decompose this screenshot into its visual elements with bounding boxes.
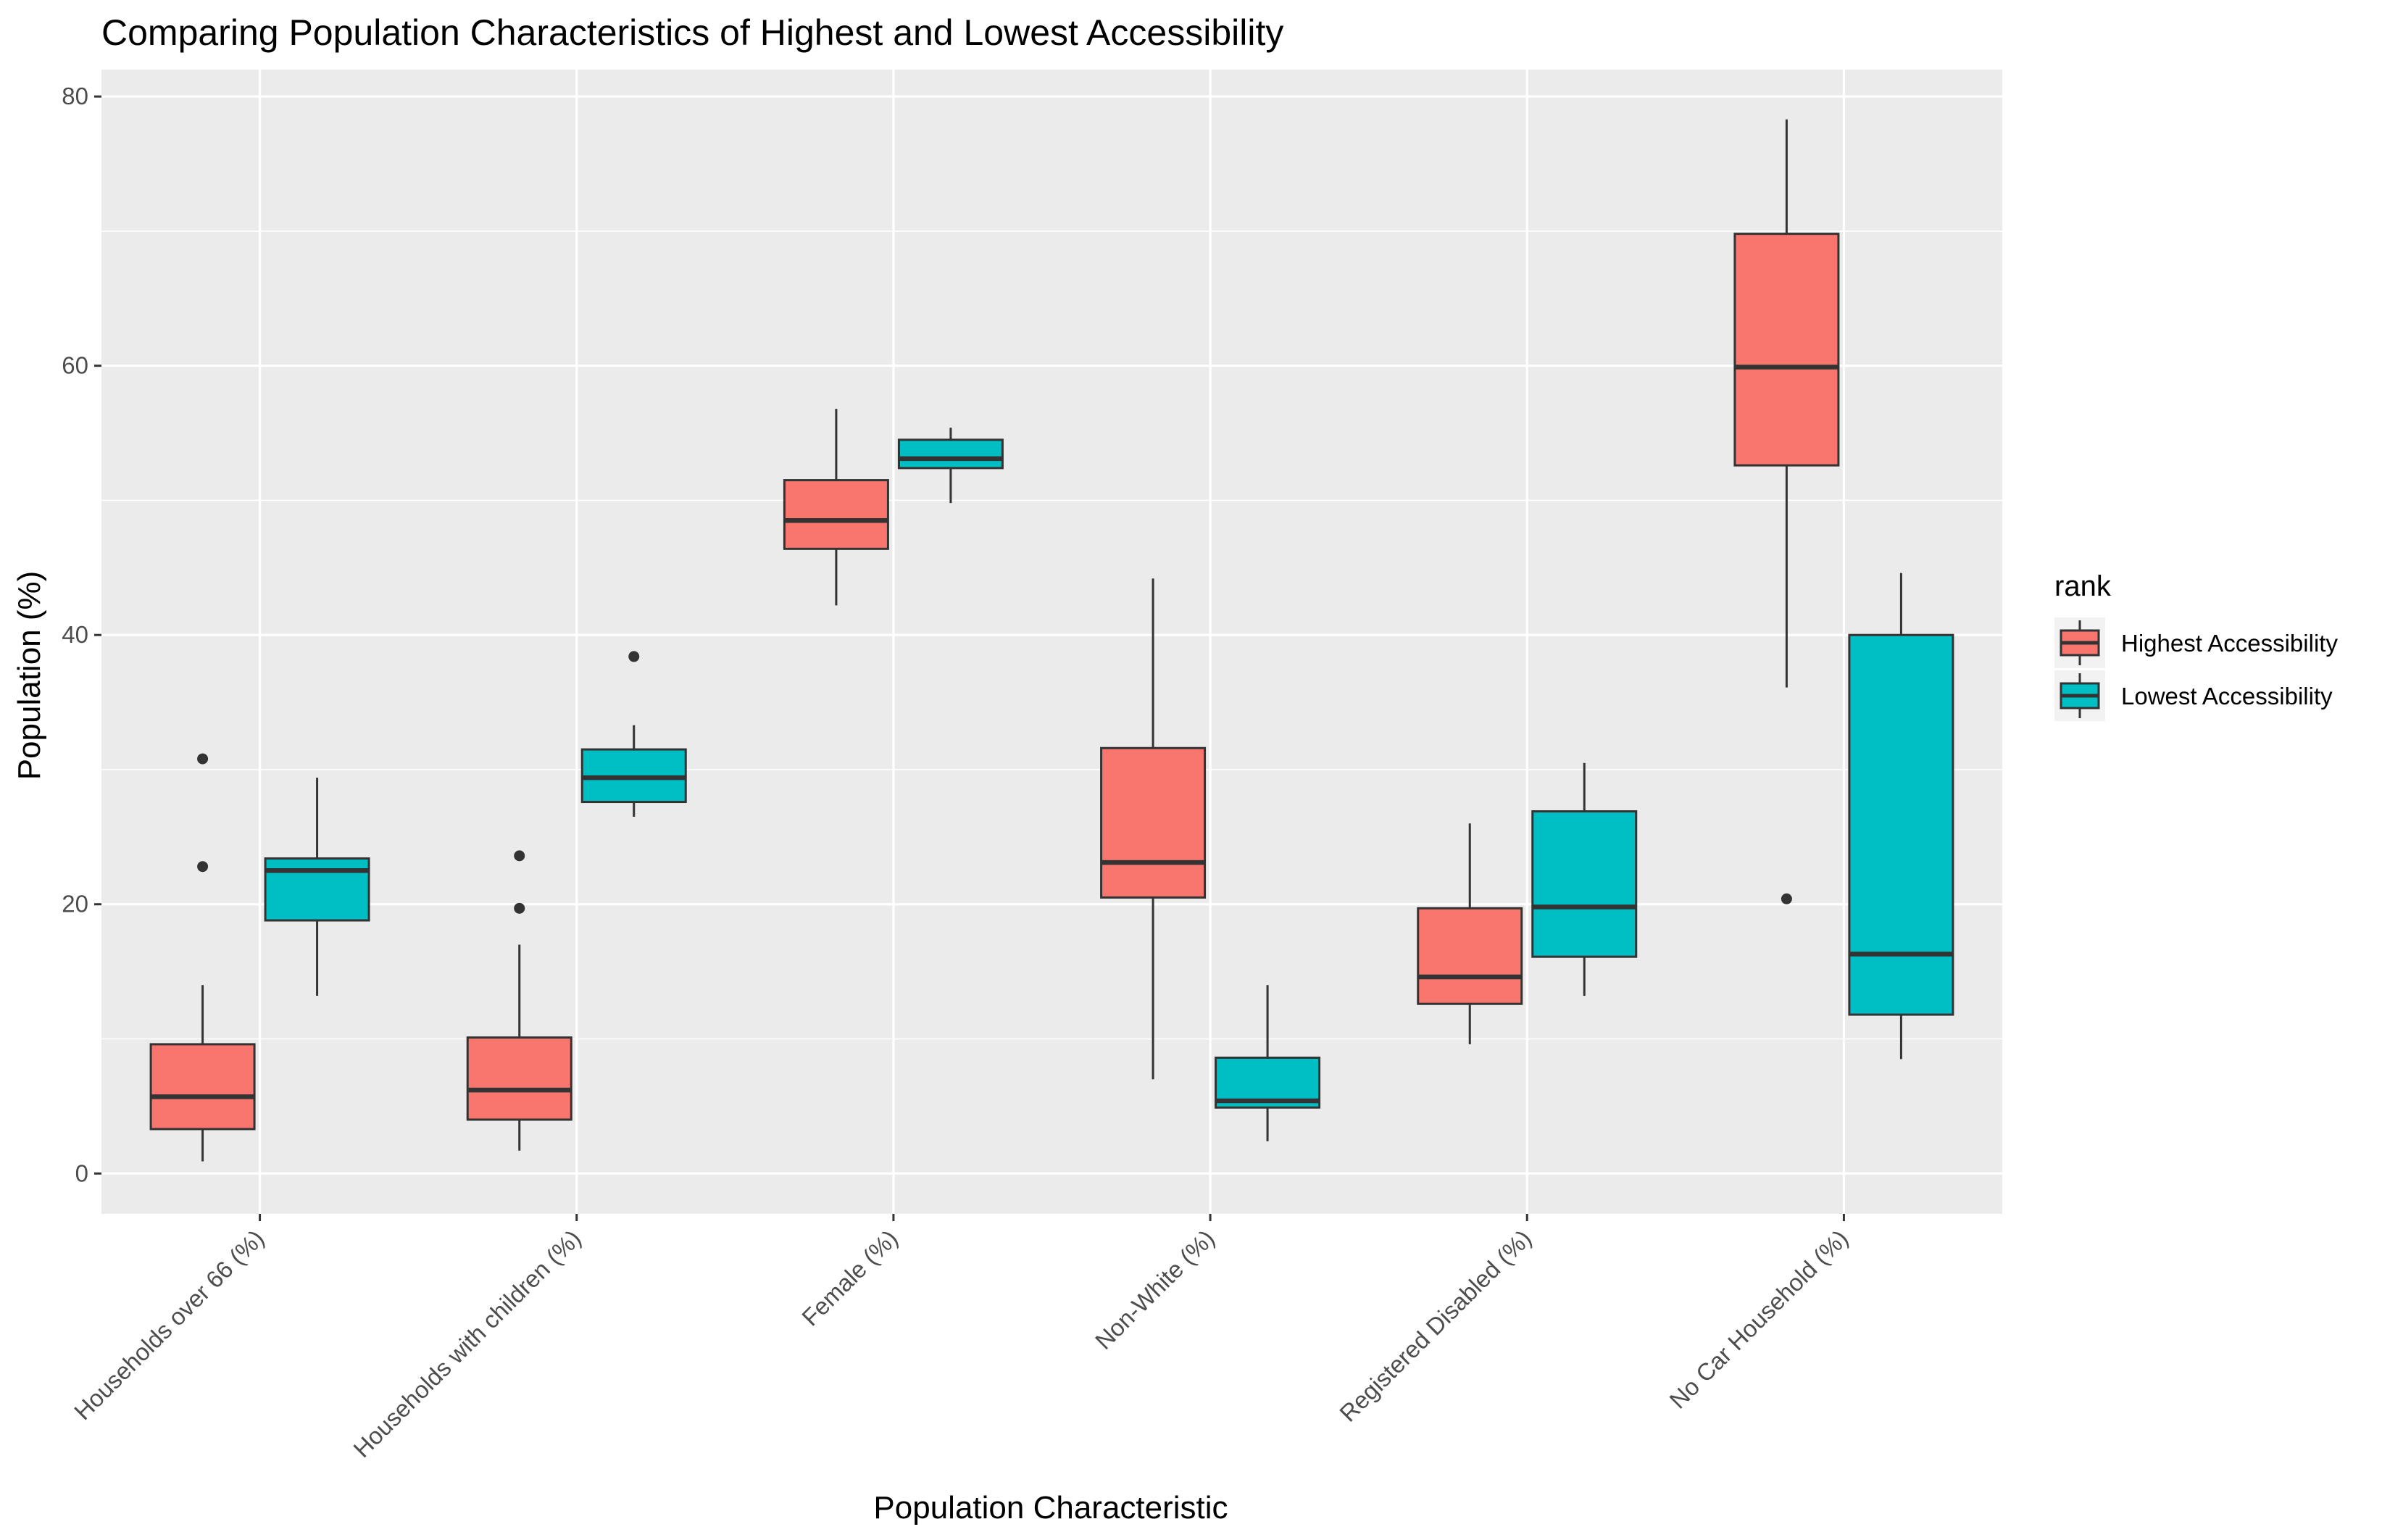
x-tick-label: Female (%) bbox=[796, 1225, 903, 1331]
chart-title: Comparing Population Characteristics of … bbox=[101, 12, 1283, 53]
y-tick-label: 0 bbox=[75, 1160, 88, 1186]
x-tick-label: Households over 66 (%) bbox=[69, 1225, 269, 1425]
outlier-point bbox=[1781, 893, 1792, 904]
plot-panel bbox=[101, 70, 2002, 1214]
x-tick-label: Households with children (%) bbox=[348, 1225, 586, 1462]
x-tick-label: Registered Disabled (%) bbox=[1334, 1225, 1536, 1427]
legend-label: Highest Accessibility bbox=[2121, 630, 2338, 657]
x-tick-label: No Car Household (%) bbox=[1664, 1225, 1853, 1414]
box-0-5 bbox=[1733, 119, 1840, 904]
y-tick-label: 20 bbox=[62, 891, 88, 917]
panel-background bbox=[101, 70, 2002, 1214]
box-1-3 bbox=[1215, 985, 1321, 1141]
outlier-point bbox=[514, 850, 525, 862]
outlier-point bbox=[197, 753, 209, 765]
box-1-4 bbox=[1531, 762, 1638, 996]
box-body bbox=[466, 1036, 572, 1121]
box-1-1 bbox=[580, 651, 687, 817]
box-0-1 bbox=[466, 850, 572, 1151]
legend: rank Highest Accessibility Lowest Accessi… bbox=[2054, 570, 2338, 721]
box-body bbox=[1531, 810, 1638, 958]
legend-item-0: Highest Accessibility bbox=[2054, 617, 2338, 668]
x-tick-label: Non-White (%) bbox=[1090, 1225, 1220, 1354]
outlier-point bbox=[514, 902, 525, 914]
outlier-point bbox=[197, 861, 209, 873]
box-body bbox=[264, 857, 370, 922]
x-axis-title: Population Characteristic bbox=[873, 1490, 1228, 1526]
box-1-0 bbox=[264, 778, 370, 996]
box-body bbox=[783, 479, 889, 550]
box-body bbox=[1733, 233, 1840, 467]
outlier-point bbox=[628, 651, 640, 662]
box-0-0 bbox=[149, 753, 256, 1162]
y-tick-label: 80 bbox=[62, 83, 88, 109]
box-0-2 bbox=[783, 409, 889, 606]
box-1-5 bbox=[1848, 573, 1954, 1060]
box-body bbox=[897, 438, 1004, 470]
legend-label: Lowest Accessibility bbox=[2121, 683, 2333, 709]
legend-title: rank bbox=[2054, 570, 2112, 602]
y-axis-tick-labels: 0 20 40 60 80 bbox=[62, 83, 101, 1186]
y-tick-label: 40 bbox=[62, 621, 88, 648]
y-axis-title: Population (%) bbox=[12, 571, 47, 781]
box-1-2 bbox=[897, 428, 1004, 504]
box-body bbox=[1100, 746, 1207, 899]
box-0-4 bbox=[1417, 823, 1523, 1044]
box-body bbox=[149, 1043, 256, 1131]
box-0-3 bbox=[1100, 578, 1207, 1080]
y-tick-label: 60 bbox=[62, 352, 88, 379]
box-body bbox=[1848, 633, 1954, 1016]
legend-item-1: Lowest Accessibility bbox=[2054, 670, 2333, 721]
box-body bbox=[1417, 907, 1523, 1005]
x-axis-tick-labels: Households over 66 (%) Households with ch… bbox=[69, 1214, 1853, 1462]
